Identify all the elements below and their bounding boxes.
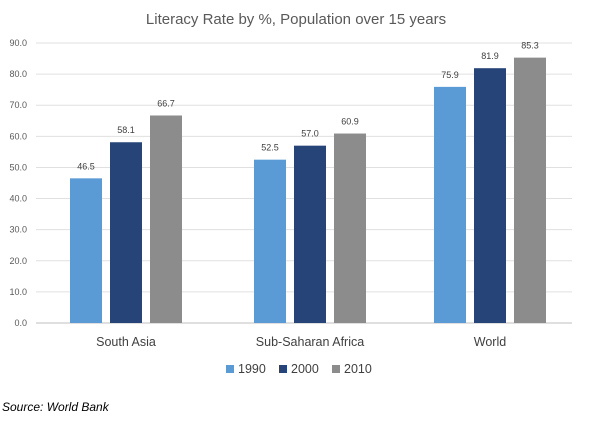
y-tick-label: 0.0: [14, 318, 27, 328]
data-label: 75.9: [441, 70, 459, 80]
bar-2010-0: [150, 115, 182, 323]
chart-title: Literacy Rate by %, Population over 15 y…: [146, 11, 446, 28]
data-label: 60.9: [341, 117, 359, 127]
legend-label-2010: 2010: [344, 362, 372, 376]
y-tick-label: 80.0: [9, 69, 27, 79]
bar-2010-1: [334, 133, 366, 323]
y-tick-label: 70.0: [9, 100, 27, 110]
bars: [70, 57, 546, 323]
category-label: South Asia: [96, 335, 156, 349]
data-label: 52.5: [261, 143, 279, 153]
y-tick-label: 90.0: [9, 38, 27, 48]
category-labels: South Asia Sub-Saharan Africa World: [96, 335, 506, 349]
bar-1990-2: [434, 86, 466, 323]
bar-2000-1: [294, 145, 326, 323]
legend-label-1990: 1990: [238, 362, 266, 376]
bar-2000-2: [474, 68, 506, 323]
y-tick-label: 20.0: [9, 256, 27, 266]
data-labels: 46.5 52.5 75.9 58.1 57.0 81.9 66.7 60.9 85.3: [77, 41, 539, 172]
y-tick-label: 40.0: [9, 194, 27, 204]
y-axis: 0.0 10.0 20.0 30.0 40.0 50.0 60.0 70.0 80.0 90.0: [9, 38, 27, 328]
y-tick-label: 10.0: [9, 287, 27, 297]
category-label: Sub-Saharan Africa: [256, 335, 364, 349]
legend-label-2000: 2000: [291, 362, 319, 376]
data-label: 85.3: [521, 41, 539, 51]
data-label: 46.5: [77, 161, 95, 171]
source-note: Source: World Bank: [2, 400, 109, 414]
bar-1990-1: [254, 159, 286, 323]
legend: 1990 2000 2010: [226, 362, 372, 376]
legend-swatch-2000: [279, 365, 287, 373]
data-label: 66.7: [157, 98, 175, 108]
legend-swatch-1990: [226, 365, 234, 373]
bar-1990-0: [70, 178, 102, 323]
y-tick-label: 60.0: [9, 131, 27, 141]
y-tick-label: 30.0: [9, 225, 27, 235]
bar-2000-0: [110, 142, 142, 323]
data-label: 58.1: [117, 125, 135, 135]
bar-2010-2: [514, 57, 546, 323]
data-label: 57.0: [301, 129, 319, 139]
legend-swatch-2010: [332, 365, 340, 373]
data-label: 81.9: [481, 51, 499, 61]
y-tick-label: 50.0: [9, 162, 27, 172]
category-label: World: [474, 335, 506, 349]
